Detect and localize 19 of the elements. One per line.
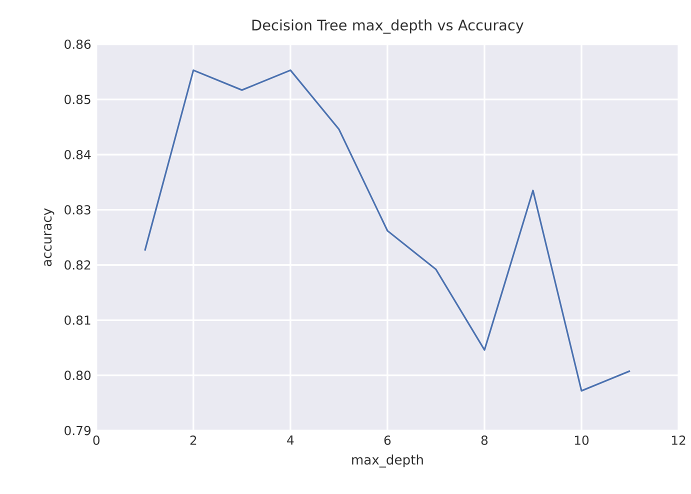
- x-tick-label: 6: [384, 435, 391, 445]
- x-tick-label: 8: [481, 435, 488, 445]
- y-tick-label: 0.82: [64, 260, 90, 270]
- x-tick-label: 10: [574, 435, 589, 445]
- y-tick-label: 0.80: [64, 370, 91, 380]
- y-tick-label: 0.84: [64, 150, 91, 160]
- y-tick-label: 0.85: [64, 94, 90, 104]
- x-tick-label: 4: [287, 435, 294, 444]
- y-tick-label: 0.79: [64, 426, 90, 436]
- y-tick-label: 0.86: [64, 39, 91, 49]
- y-tick-label: 0.81: [64, 315, 90, 325]
- x-tick-label: 0: [93, 435, 100, 445]
- x-tick-label: 12: [672, 435, 686, 445]
- x-axis-title: max_depth: [352, 454, 423, 468]
- x-tick-label: 2: [190, 435, 196, 445]
- chart-title: Decision Tree max_depth vs Accuracy: [252, 19, 524, 34]
- y-tick-label: 0.83: [64, 204, 90, 214]
- line-series: [144, 69, 631, 392]
- y-axis-title: accuracy: [44, 208, 54, 266]
